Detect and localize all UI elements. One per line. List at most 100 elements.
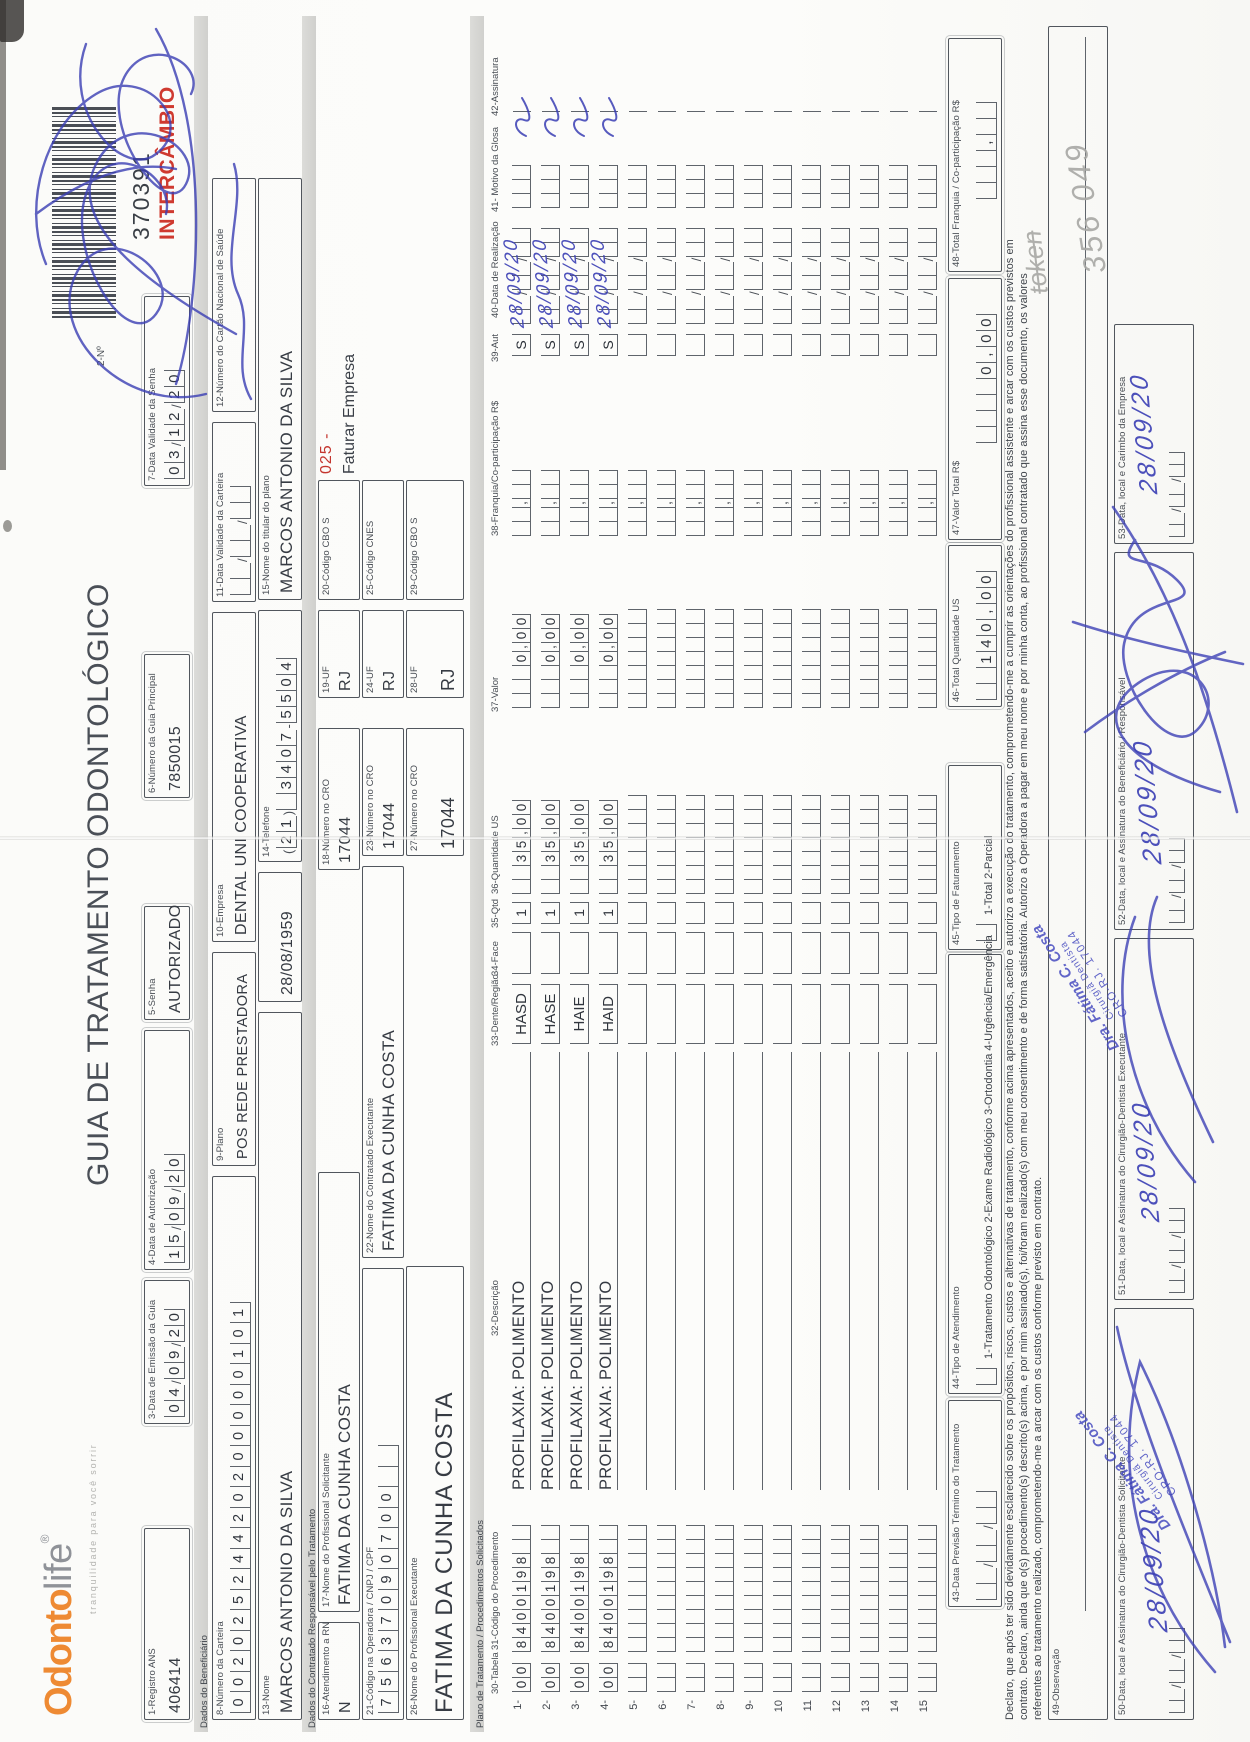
field-label: 17-Nome do Profissional Solicitante [321,1453,332,1607]
motivo-glosa-slots [686,165,705,208]
motivo-glosa-slots [831,165,850,208]
descricao-value: PROFILAXIA: POLIMENTO [510,1052,531,1490]
qtd-value: 1 [512,902,531,924]
data-realizacao-slots: / / [802,227,821,324]
field-value: RJ [337,670,354,691]
field-checkbox-slot [976,924,997,941]
col-header-codigo: 31-Código do Procedimento [490,1531,501,1650]
field-options: 1-Total 2-Parcial [983,835,995,915]
motivo-glosa-slots [657,165,676,208]
tabela-slots [686,1663,705,1692]
franquia-slots: , [802,470,821,536]
field-label: 5-Senha [147,978,158,1015]
valor-slots [628,609,647,708]
aut-value [918,334,937,356]
qtd-value: 1 [541,902,560,924]
field-value-slots: 1 5/0 9/2 0 [164,1153,185,1263]
odontolife-logo: Odontolife® [38,1535,81,1716]
field-value: 17044 [438,796,458,849]
franquia-slots: , [512,470,531,536]
codigo-slots [657,1525,676,1652]
field-value: FATIMA DA CUNHA COSTA [379,1029,398,1251]
section-bar-plano-tratamento: Plano de Tratamento / Procedimentos Soli… [470,16,486,1732]
row-initials-ink [515,97,618,137]
assinatura-cell [861,25,879,112]
franquia-slots: , [860,470,879,536]
field-label: 8-Número da Carteira [215,1621,226,1715]
motivo-glosa-slots [744,165,763,208]
data-realizacao-slots: / / [889,227,908,324]
declaration-line: contrato. Declaro, ainda que o(s) proced… [1018,273,1030,1720]
assinatura-cell [716,25,734,112]
row-number: 10 [773,1700,785,1713]
row-number: 11 [802,1700,814,1712]
scan-dot-artifact [3,520,12,532]
qtd-value [918,902,937,924]
field-label: 3-Data de Emissão da Guia [147,1299,158,1419]
quantidade-us-slots [889,795,908,894]
face-value [686,932,705,974]
motivo-glosa-slots [773,165,792,208]
field-label: 15-Nome do titular do plano [261,475,272,595]
aut-value [802,334,821,356]
logo-text-orange: Odonto [38,1589,80,1716]
field-value: 28/08/1959 [279,910,296,995]
field-value-slots: / / [230,485,251,595]
field-value: 17044 [381,802,398,850]
dente-regiao-value: HASD [512,984,531,1044]
data-realizacao-slots: / / [715,227,734,324]
qtd-value [657,902,676,924]
aut-value: S [599,334,618,356]
quantidade-us-slots [860,795,879,894]
franquia-slots: , [570,470,589,536]
valor-slots [715,609,734,708]
row-number: 3- [570,1700,582,1710]
descricao-value: PROFILAXIA: POLIMENTO [597,1052,618,1490]
field-registro-ans: 1-Registro ANS 406414 [143,1513,191,1735]
franquia-slots: , [541,470,560,536]
table-row: 7-, / / [680,0,709,1742]
field-value: FATIMA DA CUNHA COSTA [335,1383,354,1605]
table-row: 11, / / [796,0,825,1742]
billing-note-text: Faturar Empresa [341,353,358,474]
declaration-line: Declaro, que após ter sido devidamente e… [1004,239,1016,1720]
table-row: 14, / / [883,0,912,1742]
col-header-aut: 39-Aut [490,334,501,362]
col-header-franquia: 38-Franquia/Co-participação R$ [490,400,501,536]
field-tipo-atendimento: 44-Tipo de Atendimento 1-Tratamento Odon… [947,925,1003,1423]
valor-slots [744,609,763,708]
scan-corner-artifact [0,0,24,42]
valor-slots [657,609,676,708]
quantidade-us-slots [628,795,647,894]
field-profissional-solicitante: 17-Nome do Profissional Solicitante FATI… [318,1172,360,1612]
descricao-value [829,1052,850,1490]
descricao-value [916,1052,937,1490]
table-row: 13, / / [854,0,883,1742]
valor-slots [686,609,705,708]
motivo-glosa-slots [715,165,734,208]
field-empresa: 10-Empresa DENTAL UNI COOPERATIVA [212,612,256,942]
aut-value: S [541,334,560,356]
quantidade-us-slots [744,795,763,894]
field-label: 20-Código CBO S [321,517,332,595]
field-total-franquia: 48-Total Franquia / Co-participação R$ , [947,22,1003,288]
codigo-slots [831,1525,850,1652]
field-label: 11-Data Validade da Carteira [215,472,226,597]
field-label: 29-Código CBO S [409,517,420,595]
motivo-glosa-slots [570,165,589,208]
face-value [541,932,560,974]
